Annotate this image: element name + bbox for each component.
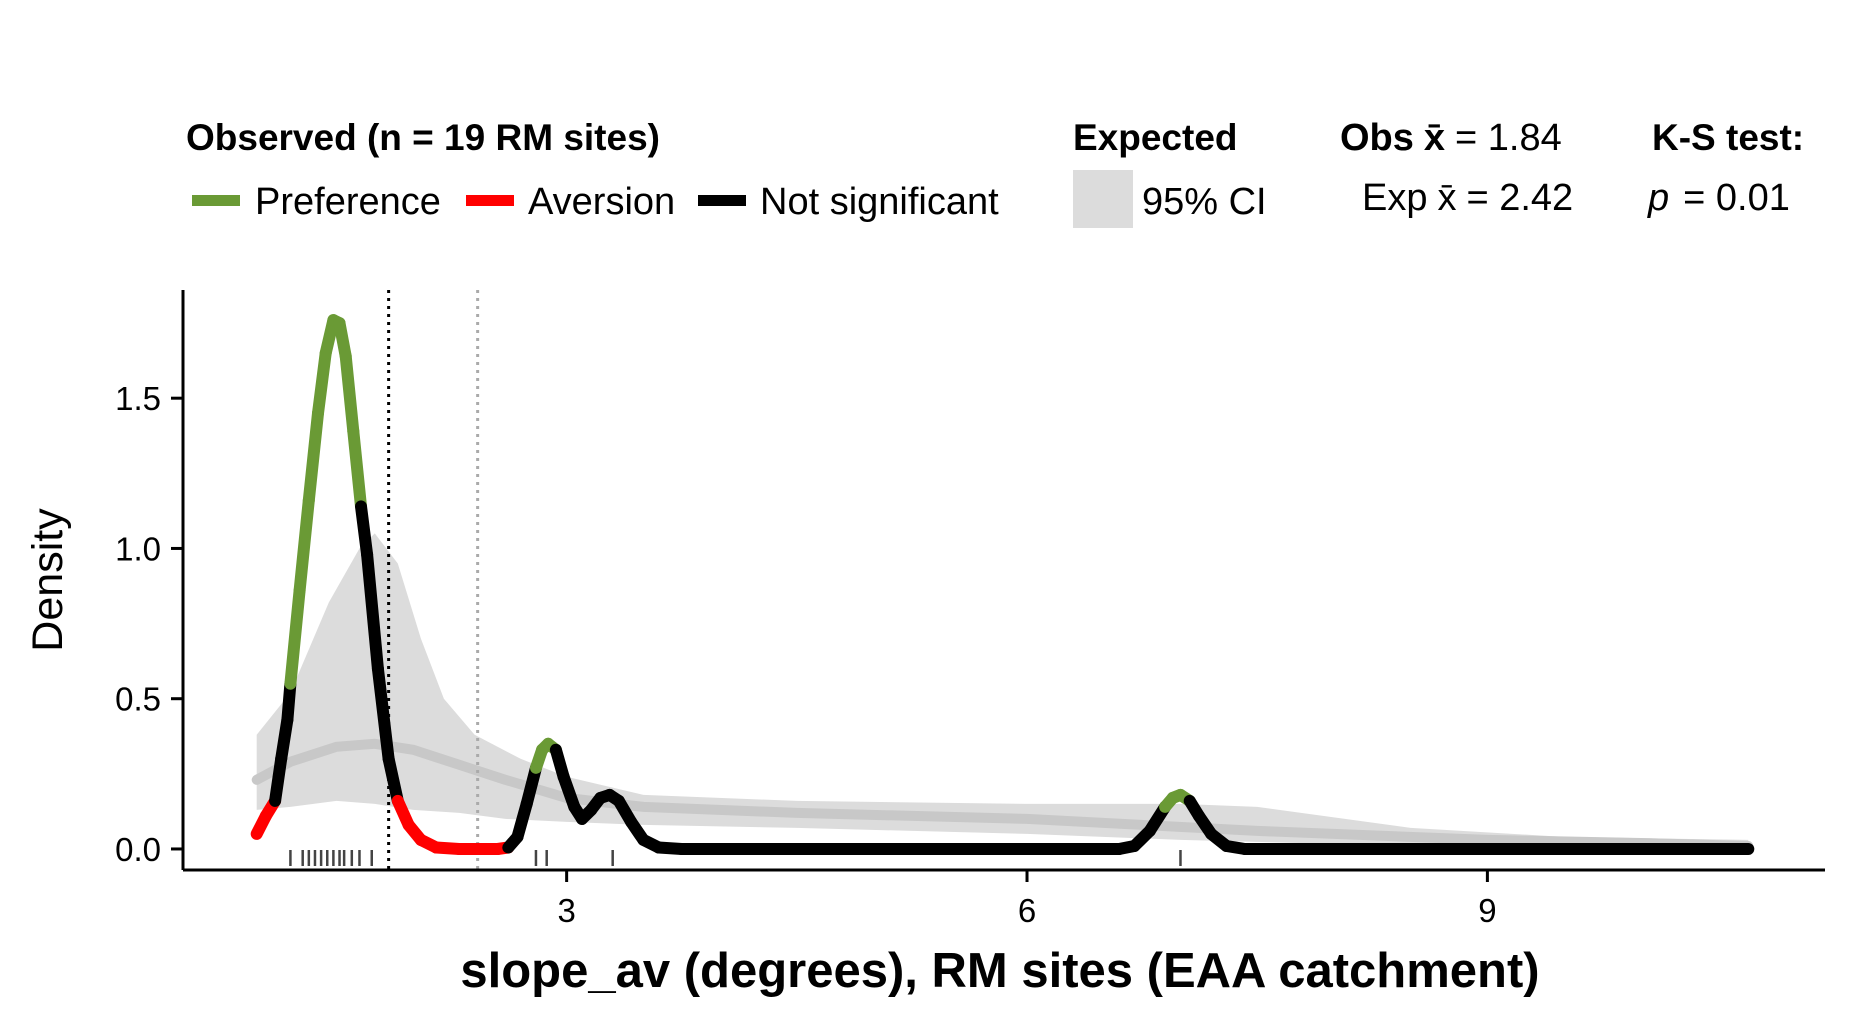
legend-expected-title: Expected <box>1073 117 1238 158</box>
density-segment-not-significant <box>382 752 404 807</box>
density-segment-not-significant <box>355 500 374 561</box>
density-segment-preference <box>293 494 315 597</box>
y-axis-title: Density <box>24 508 72 652</box>
y-tick-label: 1.5 <box>115 380 161 417</box>
ks-p-symbol: p <box>1647 177 1669 219</box>
density-segment-not-significant <box>275 713 294 765</box>
x-axis-ticks: 3 6 9 <box>557 870 1497 929</box>
density-segment-not-significant <box>361 548 384 675</box>
density-segment-preference <box>312 347 332 420</box>
legend-preference-swatch <box>192 195 240 206</box>
x-tick-label: 9 <box>1478 892 1496 929</box>
legend-aversion-label: Aversion <box>528 181 675 223</box>
exp-mean-symbol: x̄ <box>1437 177 1456 219</box>
density-segment-preference <box>284 584 306 690</box>
legend-obs-mean: Obs x̄ = 1.84 <box>1340 117 1562 159</box>
y-tick-label: 0.0 <box>115 831 161 868</box>
x-axis-title: slope_av (degrees), RM sites (EAA catchm… <box>460 944 1539 998</box>
density-segment-not-significant <box>520 761 542 810</box>
density-segment-not-significant <box>269 752 288 807</box>
axes: 0.0 0.5 1.0 1.5 3 6 9 <box>115 290 1825 929</box>
exp-mean-value: = 2.42 <box>1466 177 1573 219</box>
y-tick-label: 0.5 <box>115 681 161 718</box>
y-axis-ticks: 0.0 0.5 1.0 1.5 <box>115 380 183 868</box>
ks-p-value: = 0.01 <box>1683 177 1790 219</box>
observed-rug <box>289 850 1182 866</box>
obs-mean-label: Obs <box>1340 117 1414 159</box>
density-segment-preference <box>339 350 360 438</box>
x-tick-label: 6 <box>1018 892 1036 929</box>
exp-mean-label: Exp <box>1362 177 1427 219</box>
legend-ci-label: 95% CI <box>1142 181 1267 223</box>
legend-aversion-swatch <box>466 195 514 206</box>
legend-preference-label: Preference <box>255 181 441 223</box>
obs-mean-value: = 1.84 <box>1455 117 1562 159</box>
legend-exp-mean: Exp x̄ = 2.42 <box>1362 177 1573 219</box>
y-tick-label: 1.0 <box>115 530 161 567</box>
density-segment-not-significant <box>371 662 395 765</box>
legend-notsig-label: Not significant <box>760 181 999 223</box>
x-tick-label: 3 <box>557 892 575 929</box>
expected-ci-band <box>256 533 1749 849</box>
obs-mean-symbol: x̄ <box>1424 117 1445 159</box>
density-segment-preference <box>347 425 367 513</box>
legend-ks-title: K-S test: <box>1652 117 1804 158</box>
plot-area <box>250 290 1755 870</box>
legend-ks-p: p = 0.01 <box>1647 177 1790 219</box>
density-segment-not-significant <box>281 677 297 726</box>
legend-observed-title: Observed (n = 19 RM sites) <box>186 117 660 158</box>
legend-notsig-swatch <box>698 195 746 206</box>
legend: Observed (n = 19 RM sites) Preference Av… <box>186 117 1804 228</box>
density-segment-preference <box>302 407 324 507</box>
legend-ci-swatch <box>1073 170 1133 228</box>
observed-density-line <box>250 314 1755 855</box>
